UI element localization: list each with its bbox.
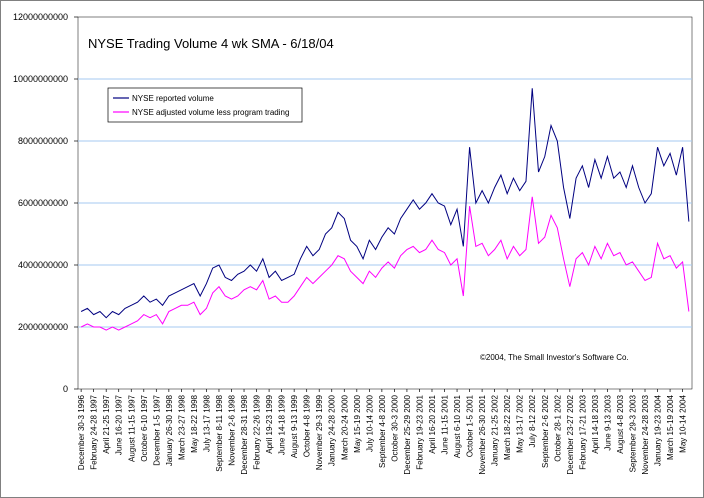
x-tick-label: October 1-5 2001 [466, 394, 475, 457]
x-tick-label: June 16-20 1997 [115, 394, 124, 455]
x-tick-label: June 11-15 2001 [441, 394, 450, 454]
x-tick-label: November 2-6 1998 [228, 394, 237, 465]
x-tick-label: July 13-17 1998 [202, 394, 211, 451]
x-tick-label: April 19-23 1999 [265, 394, 274, 453]
x-tick-label: August 4-8 2003 [616, 394, 625, 453]
y-tick-label: 10000000000 [13, 74, 68, 84]
x-tick-label: August 11-15 1997 [127, 394, 136, 462]
y-tick-label: 4000000000 [18, 260, 68, 270]
x-tick-label: February 19-23 2001 [415, 394, 424, 469]
x-tick-label: October 28-1 2002 [553, 394, 562, 461]
x-tick-label: May 18-22 1998 [190, 394, 199, 452]
x-tick-label: December 1-5 1997 [152, 394, 161, 465]
y-tick-label: 0 [63, 384, 68, 394]
series-line [80, 196, 690, 331]
legend-box [107, 87, 303, 123]
x-tick-label: November 29-3 1999 [315, 394, 324, 470]
x-tick-label: August 9-13 1999 [290, 394, 299, 458]
series-line [80, 88, 690, 319]
x-tick-label: January 24-28 2000 [328, 394, 337, 466]
legend-label: NYSE reported volume [132, 94, 214, 103]
x-tick-label: May 13-17 2002 [516, 394, 525, 452]
x-tick-label: January 19-23 2004 [654, 394, 663, 466]
x-tick-label: November 26-30 2001 [478, 394, 487, 474]
x-tick-label: March 23-27 1998 [177, 394, 186, 459]
x-tick-label: November 24-28 2003 [641, 394, 650, 474]
x-tick-label: July 8-12 2002 [528, 394, 537, 447]
x-tick-label: March 18-22 2002 [503, 394, 512, 459]
annotation: ©2004, The Small Investor's Software Co. [480, 353, 629, 362]
x-tick-label: September 29-3 2003 [628, 394, 637, 472]
x-tick-label: May 10-14 2004 [679, 394, 688, 452]
x-tick-label: March 20-24 2000 [340, 394, 349, 459]
x-tick-label: October 4-8 1999 [303, 394, 312, 457]
x-tick-label: January 21-25 2002 [491, 394, 500, 466]
legend-label: NYSE adjusted volume less program tradin… [132, 108, 289, 117]
y-tick-label: 12000000000 [13, 12, 68, 22]
x-tick-label: March 15-19 2004 [666, 394, 675, 459]
x-tick-label: February 17-21 2003 [578, 394, 587, 469]
x-tick-label: September 8-11 1998 [215, 394, 224, 471]
x-tick-label: December 30-3 1996 [77, 394, 86, 470]
x-tick-label: June 9-13 2003 [603, 394, 612, 450]
x-tick-label: December 23-27 2002 [566, 394, 575, 474]
x-tick-label: April 14-18 2003 [591, 394, 600, 453]
x-tick-label: September 4-8 2000 [378, 394, 387, 467]
chart-title: NYSE Trading Volume 4 wk SMA - 6/18/04 [88, 36, 334, 51]
x-tick-label: February 22-26 1999 [253, 394, 262, 469]
x-tick-label: May 15-19 2000 [353, 394, 362, 452]
x-tick-label: October 30-3 2000 [390, 394, 399, 461]
x-tick-label: December 25-29 2000 [403, 394, 412, 474]
x-tick-label: February 24-28 1997 [90, 394, 99, 469]
x-tick-label: October 6-10 1997 [140, 394, 149, 461]
x-tick-label: August 6-10 2001 [453, 394, 462, 458]
y-tick-label: 8000000000 [18, 136, 68, 146]
x-tick-label: July 10-14 2000 [365, 394, 374, 451]
x-tick-label: June 14-18 1999 [278, 394, 287, 455]
x-tick-label: September 2-6 2002 [541, 394, 550, 467]
y-tick-label: 6000000000 [18, 198, 68, 208]
x-tick-label: April 21-25 1997 [102, 394, 111, 453]
x-tick-label: April 16-20 2001 [428, 394, 437, 453]
x-tick-label: December 28-31 1998 [240, 394, 249, 474]
y-tick-label: 2000000000 [18, 322, 68, 332]
x-tick-label: January 26-30 1998 [165, 394, 174, 466]
